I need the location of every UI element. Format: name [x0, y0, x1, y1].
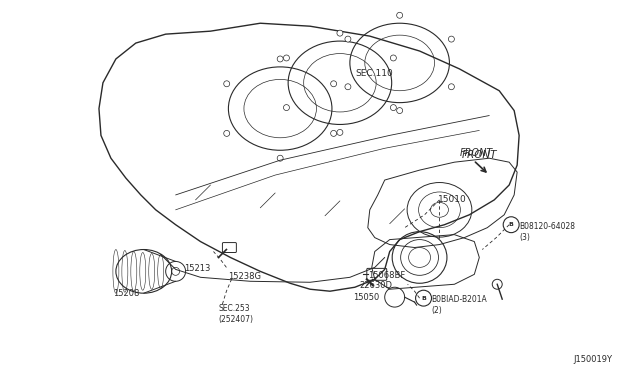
Text: SEC.110: SEC.110	[356, 69, 394, 78]
Text: (2): (2)	[431, 306, 442, 315]
Circle shape	[390, 55, 396, 61]
Circle shape	[345, 84, 351, 90]
Text: B: B	[421, 296, 426, 301]
Circle shape	[337, 30, 343, 36]
Circle shape	[415, 290, 431, 306]
Circle shape	[277, 56, 283, 62]
Text: 15208: 15208	[113, 289, 140, 298]
Circle shape	[345, 36, 351, 42]
Circle shape	[503, 217, 519, 232]
Text: FRONT: FRONT	[460, 148, 493, 158]
Circle shape	[390, 105, 396, 110]
Text: B0BIAD-B201A: B0BIAD-B201A	[431, 295, 487, 304]
Circle shape	[284, 55, 289, 61]
Text: B08120-64028: B08120-64028	[519, 222, 575, 231]
Circle shape	[331, 81, 337, 87]
Circle shape	[277, 155, 283, 161]
Circle shape	[224, 131, 230, 137]
Text: (3): (3)	[519, 232, 530, 242]
Text: 15050: 15050	[353, 293, 379, 302]
Circle shape	[449, 36, 454, 42]
Text: FRONT: FRONT	[461, 150, 497, 160]
Text: (252407): (252407)	[218, 315, 253, 324]
Text: 15238G: 15238G	[228, 272, 261, 281]
Circle shape	[449, 84, 454, 90]
Text: 22630D: 22630D	[360, 281, 393, 290]
Text: J150019Y: J150019Y	[573, 355, 612, 364]
Circle shape	[331, 131, 337, 137]
Circle shape	[397, 108, 403, 113]
Text: 15213: 15213	[184, 264, 210, 273]
Text: 15010: 15010	[438, 195, 466, 204]
Text: SEC.253: SEC.253	[218, 304, 250, 313]
Circle shape	[224, 81, 230, 87]
Text: 15068BF: 15068BF	[368, 271, 405, 280]
Circle shape	[337, 129, 343, 135]
Circle shape	[397, 12, 403, 18]
Circle shape	[284, 105, 289, 110]
Text: B: B	[509, 222, 514, 227]
